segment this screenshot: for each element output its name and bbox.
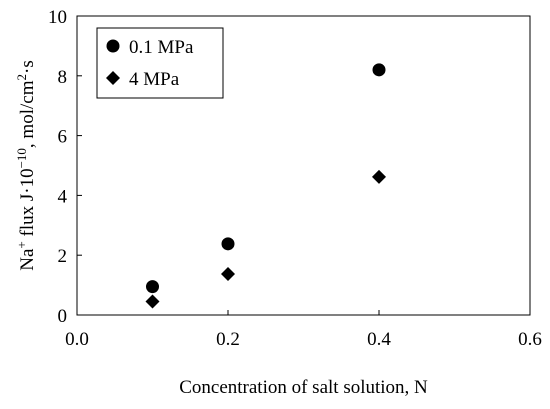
- legend-label: 0.1 MPa: [129, 37, 194, 58]
- point-circle: [146, 280, 159, 294]
- x-tick-label: 0.6: [518, 329, 542, 350]
- legend-diamond-marker: [106, 71, 120, 85]
- x-tick-label: 0.0: [65, 329, 89, 350]
- plot-area: [76, 15, 531, 316]
- y-title-base: Na: [17, 248, 38, 271]
- x-axis-title: Concentration of salt solution, N: [179, 377, 428, 398]
- point-diamond: [221, 267, 235, 282]
- y-tick-label: 0: [58, 306, 68, 327]
- y-title-sup1: +: [14, 241, 29, 248]
- y-tick-label: 10: [48, 7, 67, 28]
- point-circle: [221, 237, 235, 251]
- y-title-sup2: −10: [14, 148, 29, 168]
- point-diamond: [372, 169, 386, 184]
- point-circle: [372, 63, 386, 77]
- data-points: [145, 63, 386, 309]
- y-tick-label: 2: [58, 246, 68, 267]
- y-title-mid: flux J·10: [17, 168, 38, 241]
- legend-label: 4 MPa: [129, 69, 180, 90]
- y-title-mid2: , mol/cm: [17, 80, 38, 148]
- legend-circle-marker: [106, 39, 120, 53]
- y-tick-label: 8: [58, 67, 68, 88]
- y-tick-label: 4: [58, 186, 68, 207]
- y-axis-title: Na+ flux J·10−10, mol/cm2·s: [14, 60, 38, 270]
- legend: 0.1 MPa 4 MPa: [96, 27, 224, 99]
- y-title-sup3: 2: [14, 74, 29, 81]
- x-tick-label: 0.2: [216, 329, 240, 350]
- y-title-end: ·s: [17, 60, 38, 74]
- y-tick-label: 6: [58, 127, 68, 148]
- legend-box: [96, 27, 224, 99]
- x-tick-label: 0.4: [367, 329, 391, 350]
- x-axis: 0.0 0.2 0.4 0.6: [65, 310, 542, 350]
- point-diamond: [145, 294, 160, 309]
- y-axis: 0 2 4 6 8 10: [48, 7, 82, 327]
